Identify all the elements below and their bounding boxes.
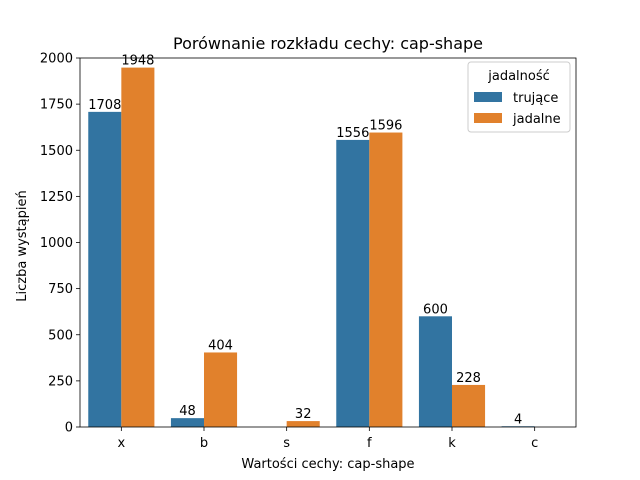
bar-label-trujace-c: 4 xyxy=(514,412,522,427)
bar-trujace-b xyxy=(170,418,204,427)
x-tick-label-c: c xyxy=(531,436,538,451)
x-tick-label-b: b xyxy=(200,436,208,451)
bar-trujace-x xyxy=(88,111,122,428)
legend: jadalność trujące jadalne xyxy=(467,61,571,133)
legend-title: jadalność xyxy=(487,69,550,84)
bar-jadalne-f xyxy=(369,132,403,427)
x-tick-label-f: f xyxy=(367,436,372,451)
chart-title: Porównanie rozkładu cechy: cap-shape xyxy=(173,34,483,53)
bar-label-trujace-k: 600 xyxy=(423,302,448,317)
bar-jadalne-k xyxy=(452,384,486,427)
y-axis: 0 250 500 750 1000 1250 1500 1750 2000 xyxy=(40,52,80,436)
bar-label-jadalne-s: 32 xyxy=(295,407,312,422)
x-axis-label: Wartości cechy: cap-shape xyxy=(241,457,414,472)
y-tick-label: 2000 xyxy=(40,52,73,67)
legend-swatch-jadalne xyxy=(474,113,502,123)
y-tick-label: 750 xyxy=(48,282,73,297)
bar-label-jadalne-b: 404 xyxy=(208,338,233,353)
bar-jadalne-s xyxy=(286,421,320,427)
x-tick-label-k: k xyxy=(448,436,456,451)
y-tick-label: 1750 xyxy=(40,98,73,113)
y-tick-label: 250 xyxy=(48,374,73,389)
y-axis-label: Liczba wystąpień xyxy=(15,190,30,301)
legend-label-trujace: trujące xyxy=(513,91,558,106)
bar-jadalne-b xyxy=(204,352,238,427)
bar-label-jadalne-x: 1948 xyxy=(121,54,154,69)
y-tick-label: 1500 xyxy=(40,144,73,159)
x-tick-label-s: s xyxy=(283,436,290,451)
bar-label-trujace-f: 1556 xyxy=(336,126,369,141)
bars-layer xyxy=(88,67,535,428)
y-tick-label: 0 xyxy=(65,421,73,436)
bar-label-jadalne-f: 1596 xyxy=(369,119,402,134)
bar-label-jadalne-k: 228 xyxy=(456,371,481,386)
y-tick-label: 1250 xyxy=(40,190,73,205)
x-tick-label-x: x xyxy=(117,436,125,451)
legend-label-jadalne: jadalne xyxy=(512,112,561,127)
y-tick-label: 1000 xyxy=(40,236,73,251)
legend-swatch-trujace xyxy=(474,92,502,102)
y-tick-label: 500 xyxy=(48,328,73,343)
bar-trujace-f xyxy=(336,139,370,427)
bar-label-trujace-b: 48 xyxy=(179,404,196,419)
bar-label-trujace-x: 1708 xyxy=(88,98,121,113)
bar-trujace-k xyxy=(418,316,452,427)
bar-labels-layer: 1708 48 1556 600 4 1948 404 32 1596 228 xyxy=(88,54,522,428)
bar-jadalne-x xyxy=(121,67,155,428)
